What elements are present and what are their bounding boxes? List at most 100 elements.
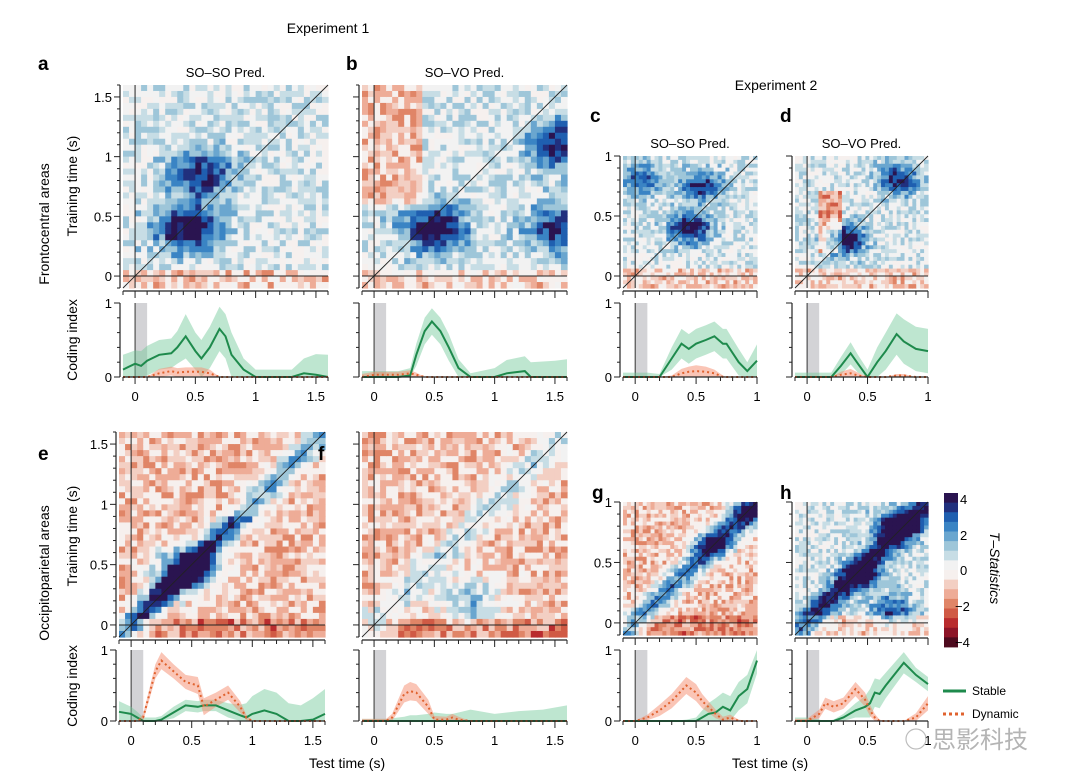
heatmap-cell — [674, 156, 679, 161]
heatmap-cell — [834, 249, 839, 254]
heatmap-cell — [171, 144, 178, 152]
dynamic-ci-band — [362, 370, 567, 377]
panel-b: b SO–VO Pred.0 0.5 1 1.5 — [346, 54, 568, 404]
heatmap-cell — [674, 171, 679, 177]
heatmap-cell — [877, 222, 882, 227]
heatmap-cell — [830, 171, 835, 177]
heatmap-cell — [506, 234, 514, 241]
heatmap-cell — [536, 252, 544, 259]
heatmap-cell — [674, 222, 679, 227]
heatmap-cell — [506, 258, 514, 265]
heatmap-cell — [741, 249, 746, 254]
heatmap-cell — [638, 272, 644, 277]
heatmap-cell — [512, 246, 520, 253]
heatmap-cell — [674, 167, 679, 173]
heatmap-cell — [195, 234, 202, 241]
heatmap-cell — [818, 187, 823, 192]
heatmap-cell — [119, 450, 126, 457]
heatmap-cell — [452, 156, 460, 164]
heatmap-cell — [853, 187, 859, 192]
heatmap-cell — [273, 192, 281, 200]
heatmap-cell — [213, 85, 221, 92]
heatmap-cell — [141, 174, 148, 182]
heatmap-cell — [243, 246, 251, 253]
heatmap-cell — [458, 192, 466, 200]
heatmap-cell — [165, 204, 172, 211]
heatmap-cell — [171, 264, 178, 271]
heatmap-cell — [729, 268, 734, 274]
heatmap-cell — [291, 85, 299, 92]
heatmap-cell — [267, 222, 275, 229]
heatmap-cell — [806, 284, 812, 289]
heatmap-cell — [753, 241, 758, 246]
heatmap-cell — [725, 253, 731, 258]
heatmap-cell — [321, 150, 329, 158]
heatmap-cell — [806, 268, 812, 274]
heatmap-cell — [362, 222, 369, 229]
heatmap-cell — [650, 202, 656, 208]
heatmap-cell — [297, 186, 305, 194]
heatmap-cell — [705, 225, 711, 231]
heatmap-cell — [884, 163, 890, 169]
heatmap-cell — [916, 202, 921, 208]
heatmap-cell — [721, 229, 727, 235]
heatmap-cell — [440, 258, 448, 265]
heatmap-cell — [243, 120, 251, 128]
heatmap-cell — [189, 156, 196, 164]
heatmap-cell — [129, 234, 136, 241]
heatmap-cell — [297, 138, 305, 146]
heatmap-cell — [916, 159, 921, 165]
heatmap-cell — [818, 245, 823, 250]
heatmap-cell — [125, 612, 132, 620]
heatmap-cell — [201, 216, 209, 223]
heatmap-cell — [721, 206, 727, 211]
heatmap-cell — [666, 253, 671, 258]
heatmap-cell — [717, 225, 723, 231]
heatmap-cell — [892, 245, 898, 250]
heatmap-cell — [729, 206, 734, 211]
heatmap-cell — [725, 206, 731, 211]
heatmap-cell — [861, 175, 867, 180]
heatmap-cell — [709, 284, 715, 289]
heatmap-cell — [243, 282, 251, 289]
heatmap-cell — [745, 179, 750, 184]
heatmap-cell — [482, 192, 490, 200]
heatmap-cell — [488, 276, 496, 283]
heatmap-cell — [494, 96, 502, 104]
heatmap-cell — [153, 168, 160, 176]
heatmap-cell — [189, 180, 196, 188]
heatmap-cell — [458, 198, 466, 206]
heatmap-cell — [440, 102, 448, 110]
heatmap-cell — [666, 167, 671, 173]
heatmap-cell — [165, 126, 172, 134]
heatmap-cell — [452, 240, 460, 247]
heatmap-cell — [713, 245, 719, 250]
heatmap-cell — [623, 202, 628, 208]
heatmap-cell — [135, 258, 142, 265]
heatmap-cell — [693, 156, 699, 161]
heatmap-cell — [861, 183, 867, 188]
heatmap-cell — [830, 206, 835, 211]
heatmap-cell — [488, 252, 496, 259]
heatmap-cell — [500, 174, 508, 182]
heatmap-cell — [273, 252, 281, 259]
heatmap-cell — [434, 114, 441, 122]
heatmap-cell — [374, 240, 381, 247]
heatmap-cell — [845, 167, 851, 173]
heatmap-cell — [900, 171, 906, 177]
heatmap-cell — [518, 252, 526, 259]
heatmap-cell — [654, 159, 660, 165]
heatmap-cell — [626, 260, 632, 266]
heatmap-cell — [309, 180, 317, 188]
heatmap-cell — [865, 159, 870, 165]
heatmap-cell — [368, 240, 375, 247]
heatmap-cell — [741, 237, 746, 243]
heatmap-cell — [147, 234, 154, 241]
heatmap-cell — [670, 163, 675, 169]
heatmap-cell — [536, 144, 544, 152]
heatmap-cell — [806, 198, 812, 204]
heatmap-cell — [662, 183, 667, 188]
heatmap-cell — [273, 270, 281, 277]
heatmap-cell — [834, 272, 839, 277]
heatmap-cell — [404, 108, 411, 116]
